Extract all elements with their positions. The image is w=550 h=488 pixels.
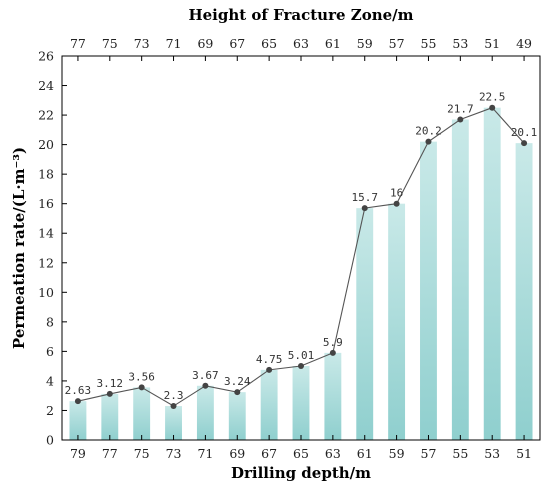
data-label: 15.7	[351, 191, 378, 204]
x-tick-label: 75	[134, 446, 150, 461]
point-marker-51	[521, 140, 528, 147]
point-marker-57	[425, 138, 432, 145]
x-tick-label: 63	[325, 446, 341, 461]
point-marker-73	[170, 403, 177, 410]
x-tick-label: 67	[261, 446, 277, 461]
x-tick-label: 65	[293, 446, 309, 461]
bar-57	[420, 141, 437, 440]
bar-71	[196, 385, 214, 440]
x-tick-label: 77	[102, 446, 118, 461]
x-tick-label: 57	[421, 446, 437, 461]
point-marker-67	[266, 366, 273, 373]
point-marker-55	[457, 116, 464, 123]
top-tick-label: 63	[293, 36, 309, 51]
bar-69	[228, 392, 246, 440]
data-label: 3.67	[192, 369, 219, 382]
point-marker-59	[393, 200, 400, 207]
top-tick-label: 69	[197, 36, 213, 51]
data-label: 5.01	[288, 349, 315, 362]
point-marker-77	[106, 390, 113, 397]
data-label: 16	[390, 187, 403, 200]
data-label: 4.75	[256, 353, 283, 366]
top-tick-label: 77	[70, 36, 86, 51]
bar-series	[69, 107, 533, 440]
bar-65	[292, 366, 310, 440]
y-tick-label: 12	[38, 255, 54, 270]
y-tick-label: 6	[46, 344, 54, 359]
x-tick-label: 69	[229, 446, 245, 461]
top-tick-label: 73	[134, 36, 150, 51]
top-tick-label: 59	[357, 36, 373, 51]
point-marker-79	[74, 398, 81, 405]
data-label: 3.12	[97, 377, 124, 390]
top-tick-label: 53	[452, 36, 468, 51]
point-marker-63	[329, 349, 336, 356]
top-tick-label: 67	[229, 36, 245, 51]
point-marker-65	[298, 363, 304, 370]
x-tick-label: 61	[357, 446, 373, 461]
point-marker-61	[361, 205, 368, 212]
top-axis-title: Height of Fracture Zone/m	[188, 6, 413, 24]
data-label: 2.63	[65, 384, 92, 397]
top-tick-label: 61	[325, 36, 341, 51]
bar-79	[69, 401, 87, 440]
x-tick-label: 79	[70, 446, 86, 461]
bar-61	[356, 208, 374, 440]
y-tick-label: 2	[46, 403, 54, 418]
x-tick-label: 51	[516, 446, 532, 461]
data-label: 22.5	[479, 91, 506, 104]
y-tick-label: 20	[38, 137, 54, 152]
data-label: 20.2	[415, 125, 442, 138]
data-label: 5.9	[323, 336, 343, 349]
point-marker-69	[234, 389, 241, 396]
point-marker-75	[138, 384, 145, 391]
y-tick-label: 8	[46, 314, 54, 329]
y-axis-title: Permeation rate/(L·m⁻³)	[10, 147, 28, 349]
data-label: 21.7	[447, 103, 474, 116]
bar-63	[324, 352, 342, 440]
data-label: 3.24	[224, 375, 251, 388]
top-axis-ticks: 77 75 73 71 69 67 65 63 61 59 57 55 53 51 49	[70, 36, 532, 61]
bar-73	[165, 406, 182, 440]
bar-59	[388, 203, 406, 440]
top-tick-label: 57	[389, 36, 405, 51]
data-label: 3.56	[128, 370, 155, 383]
bar-51	[515, 143, 533, 440]
y-tick-label: 18	[38, 167, 54, 182]
y-tick-label: 14	[38, 226, 54, 241]
bar-67	[260, 369, 278, 440]
y-tick-label: 16	[38, 196, 54, 211]
y-tick-label: 22	[38, 108, 54, 123]
x-axis-title: Drilling depth/m	[231, 464, 371, 482]
point-markers	[74, 104, 528, 410]
top-tick-label: 71	[166, 36, 182, 51]
data-label: 2.3	[164, 389, 184, 402]
bar-55	[451, 119, 469, 440]
top-tick-label: 49	[516, 36, 532, 51]
x-axis-ticks: 79 77 75 73 71 69 67 65 63 61 59 57 55 53 51	[70, 435, 532, 461]
data-labels: 2.63 3.12 3.56 2.3 3.67 3.24 4.75 5.01 5.9 15.7 16…	[65, 91, 538, 402]
y-tick-label: 0	[46, 433, 54, 448]
x-tick-label: 73	[166, 446, 182, 461]
point-marker-71	[202, 382, 209, 389]
top-tick-label: 75	[102, 36, 118, 51]
y-tick-label: 10	[38, 285, 54, 300]
top-tick-label: 55	[421, 36, 437, 51]
x-tick-label: 59	[389, 446, 405, 461]
data-label: 20.1	[511, 126, 538, 139]
x-tick-label: 71	[197, 446, 213, 461]
y-tick-label: 24	[38, 78, 54, 93]
y-tick-label: 4	[46, 373, 54, 388]
y-tick-label: 26	[38, 49, 54, 64]
point-marker-53	[489, 104, 496, 111]
x-tick-label: 53	[484, 446, 500, 461]
bar-53	[483, 107, 501, 440]
bar-77	[101, 393, 119, 440]
x-tick-label: 55	[452, 446, 468, 461]
bar-75	[133, 387, 151, 440]
top-tick-label: 51	[484, 36, 500, 51]
top-tick-label: 65	[261, 36, 277, 51]
